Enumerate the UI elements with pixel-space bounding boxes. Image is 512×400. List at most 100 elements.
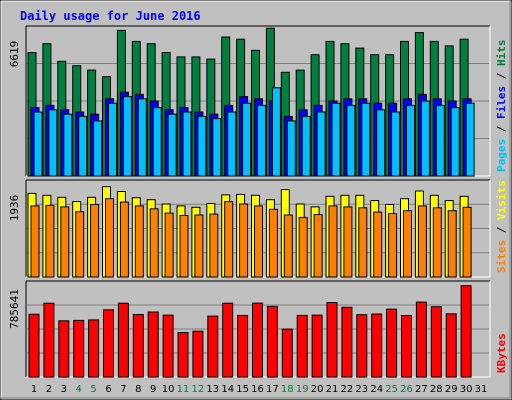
bar-pages-day-5 xyxy=(93,120,103,177)
bar-pages-day-13 xyxy=(212,118,222,177)
bar-kbytes-day-30 xyxy=(460,285,472,378)
bar-pages-day-8 xyxy=(137,98,147,177)
bar-kbytes-day-8 xyxy=(132,314,144,378)
x-tick-label-day-17: 17 xyxy=(266,384,279,395)
bar-sites-day-4 xyxy=(75,211,85,278)
bar-sites-day-13 xyxy=(209,213,219,278)
bar-kbytes-day-7 xyxy=(117,302,129,378)
bar-pages-day-28 xyxy=(435,104,445,177)
x-tick-label-day-20: 20 xyxy=(311,384,324,395)
bar-sites-day-14 xyxy=(224,201,234,278)
bar-kbytes-day-10 xyxy=(162,314,174,378)
bar-kbytes-day-21 xyxy=(326,302,338,378)
bar-sites-day-16 xyxy=(254,205,263,278)
x-tick-label-day-30: 30 xyxy=(460,384,473,395)
x-tick-label-day-27: 27 xyxy=(415,384,428,395)
bar-sites-day-6 xyxy=(105,198,114,278)
bar-kbytes-day-22 xyxy=(341,306,353,378)
x-tick-label-day-11: 11 xyxy=(177,384,190,395)
x-tick-label-day-12: 12 xyxy=(192,384,205,395)
x-tick-label-day-22: 22 xyxy=(341,384,354,395)
bar-pages-day-27 xyxy=(420,100,430,177)
bar-pages-day-15 xyxy=(242,102,252,177)
bar-pages-day-19 xyxy=(301,115,311,177)
x-tick-label-day-29: 29 xyxy=(445,384,458,395)
bar-kbytes-day-23 xyxy=(356,314,368,378)
bar-sites-day-27 xyxy=(417,205,427,278)
panel-2-ymax-label: 1936 xyxy=(8,195,21,222)
bar-sites-day-22 xyxy=(343,206,353,278)
legend-separator: / xyxy=(495,119,508,139)
x-tick-label-day-8: 8 xyxy=(135,384,141,395)
panel-1-legend: Pages / Files / Hits xyxy=(495,40,508,173)
legend-separator: / xyxy=(495,66,508,86)
bar-kbytes-day-26 xyxy=(401,315,412,378)
bar-sites-day-20 xyxy=(313,214,323,278)
bar-sites-day-11 xyxy=(179,215,189,278)
x-tick-label-day-9: 9 xyxy=(150,384,156,395)
bar-pages-day-29 xyxy=(450,107,460,177)
bar-sites-day-10 xyxy=(164,212,174,278)
bar-pages-day-9 xyxy=(152,107,162,177)
bar-kbytes-day-19 xyxy=(296,314,308,378)
bar-pages-day-30 xyxy=(465,102,475,177)
bar-pages-day-17 xyxy=(271,87,281,177)
bar-sites-day-17 xyxy=(268,208,278,278)
bar-kbytes-day-1 xyxy=(28,313,40,378)
legend-kbytes: KBytes xyxy=(495,333,508,373)
bar-sites-day-2 xyxy=(45,204,55,278)
bar-pages-day-3 xyxy=(63,113,73,177)
bar-kbytes-day-15 xyxy=(237,314,249,378)
x-tick-label-day-3: 3 xyxy=(61,384,67,395)
bar-sites-day-21 xyxy=(328,205,338,278)
bar-sites-day-25 xyxy=(388,213,398,278)
bar-pages-day-4 xyxy=(78,115,88,177)
bar-pages-day-18 xyxy=(286,120,296,177)
x-tick-label-day-28: 28 xyxy=(430,384,443,395)
bar-pages-day-10 xyxy=(167,113,177,177)
bar-kbytes-day-5 xyxy=(88,319,100,378)
x-tick-label-day-15: 15 xyxy=(236,384,249,395)
x-tick-label-day-4: 4 xyxy=(76,384,82,395)
bar-kbytes-day-3 xyxy=(58,320,70,378)
bar-sites-day-23 xyxy=(358,207,368,278)
x-tick-label-day-25: 25 xyxy=(385,384,398,395)
bar-sites-day-9 xyxy=(149,208,159,278)
bar-kbytes-day-13 xyxy=(207,315,219,378)
x-tick-label-day-21: 21 xyxy=(326,384,339,395)
x-tick-label-day-24: 24 xyxy=(370,384,383,395)
bar-pages-day-23 xyxy=(361,102,371,177)
x-tick-label-day-10: 10 xyxy=(162,384,175,395)
legend-files: Files xyxy=(495,86,508,119)
bar-sites-day-18 xyxy=(283,214,293,278)
bar-kbytes-day-4 xyxy=(73,319,85,378)
bar-pages-day-22 xyxy=(346,104,356,177)
bar-pages-day-7 xyxy=(122,96,132,177)
bar-pages-day-2 xyxy=(48,109,58,177)
bar-pages-day-14 xyxy=(227,111,237,177)
bar-pages-day-11 xyxy=(182,111,192,177)
bar-sites-day-28 xyxy=(432,207,442,278)
bar-sites-day-7 xyxy=(119,201,129,278)
x-tick-label-day-2: 2 xyxy=(46,384,52,395)
x-tick-label-day-5: 5 xyxy=(90,384,96,395)
x-tick-label-day-1: 1 xyxy=(31,384,37,395)
bar-sites-day-8 xyxy=(134,205,144,278)
bar-kbytes-day-9 xyxy=(147,311,159,378)
x-tick-label-day-31: 31 xyxy=(475,384,488,395)
legend-separator: / xyxy=(495,220,508,240)
bar-sites-day-19 xyxy=(298,216,308,278)
x-tick-label-day-7: 7 xyxy=(120,384,126,395)
bar-kbytes-day-28 xyxy=(430,306,442,378)
bar-pages-day-26 xyxy=(406,104,415,177)
bar-sites-day-24 xyxy=(373,211,383,278)
bar-kbytes-day-27 xyxy=(415,301,427,378)
x-tick-label-day-19: 19 xyxy=(296,384,309,395)
legend-pages: Pages xyxy=(495,139,508,172)
x-tick-label-day-26: 26 xyxy=(400,384,413,395)
bar-sites-day-5 xyxy=(90,204,100,278)
legend-sites: Sites xyxy=(495,240,508,273)
panel-3-legend: KBytes xyxy=(495,333,508,373)
bar-pages-day-20 xyxy=(316,111,326,177)
